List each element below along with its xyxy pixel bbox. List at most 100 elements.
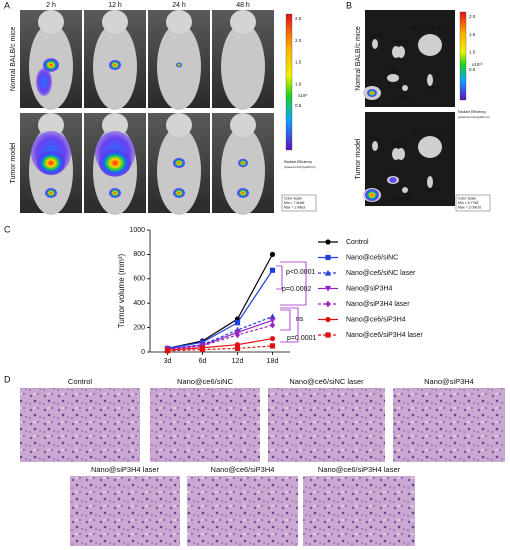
organ-label: Kidney bbox=[392, 39, 409, 45]
scale-box bbox=[455, 194, 491, 212]
row-label: Nomral BALB/c mice bbox=[10, 27, 17, 92]
image-label: Nano@siP3H4 laser bbox=[91, 465, 160, 474]
scale-text: Min = 6.77e8 bbox=[458, 201, 478, 205]
image-label: Nano@ce6/siP3H4 laser bbox=[318, 465, 401, 474]
scale-text: Max = 2.48e9 bbox=[284, 205, 305, 209]
image-label: Nano@ce6/siNC bbox=[177, 377, 234, 386]
y-tick-label: 600 bbox=[133, 276, 145, 283]
x-tick-label: 12d bbox=[232, 358, 244, 365]
marker bbox=[269, 321, 276, 329]
organ bbox=[387, 74, 399, 82]
colorbar-tick: 1.5 bbox=[469, 32, 476, 37]
legend-label: Control bbox=[346, 239, 369, 246]
organ-label: Lung bbox=[386, 169, 398, 175]
bracket bbox=[280, 261, 307, 306]
organ-label: Liver bbox=[367, 99, 379, 105]
panel-letter: A bbox=[4, 0, 10, 10]
mouse-head bbox=[166, 10, 192, 34]
colorbar-unit: x10⁸ bbox=[298, 93, 307, 98]
signal bbox=[43, 58, 59, 72]
mouse-head bbox=[102, 113, 128, 137]
image-label: Nano@siP3H4 bbox=[424, 377, 474, 386]
organ-label: Heart bbox=[369, 135, 383, 141]
row-label: Tumor model bbox=[10, 142, 17, 183]
scale-text: Color Scale bbox=[458, 196, 476, 200]
signal bbox=[389, 177, 397, 183]
signal bbox=[109, 59, 121, 71]
mouse-body bbox=[221, 23, 265, 110]
organ-label: Liver bbox=[367, 201, 379, 207]
panel-letter: D bbox=[4, 374, 11, 384]
histology-image bbox=[187, 476, 298, 546]
legend-label: Nano@ce6/siP3H4 laser bbox=[346, 332, 423, 339]
legend-label: Nano@siP3H4 bbox=[346, 285, 393, 292]
marker bbox=[325, 316, 331, 323]
colorbar-tick: 2.0 bbox=[295, 38, 302, 43]
x-tick-label: 18d bbox=[267, 358, 279, 365]
signal bbox=[365, 189, 379, 201]
marker bbox=[269, 343, 276, 349]
signal bbox=[37, 151, 65, 175]
organ bbox=[427, 74, 433, 86]
organ-label: Heart bbox=[369, 33, 383, 39]
marker bbox=[325, 239, 331, 245]
bracket bbox=[280, 309, 291, 331]
mouse-head bbox=[102, 10, 128, 34]
layout bbox=[276, 261, 307, 343]
mouse-head bbox=[38, 10, 64, 34]
marker bbox=[269, 317, 276, 324]
colorbar-unit: x10¹⁰ bbox=[472, 62, 483, 67]
column-header: 48 h bbox=[236, 2, 250, 9]
signal bbox=[237, 188, 249, 198]
column-header: 24 h bbox=[172, 2, 186, 9]
legend-label: Nano@ce6/siNC laser bbox=[346, 270, 416, 277]
marker bbox=[325, 332, 331, 338]
colorbar-label: Radiant Efficiency bbox=[458, 110, 486, 114]
scale-box bbox=[281, 194, 317, 212]
column-header: 12 h bbox=[108, 2, 122, 9]
marker bbox=[199, 346, 206, 353]
organ-label: Spleen bbox=[425, 187, 442, 193]
bracket bbox=[280, 307, 299, 343]
signal bbox=[173, 157, 185, 169]
legend-label: Nano@ce6/siNC bbox=[346, 254, 398, 261]
annotation: p=0.0002 bbox=[282, 286, 311, 293]
colorbar bbox=[285, 13, 293, 151]
y-tick-label: 800 bbox=[133, 251, 145, 258]
colorbar-tick: 1.5 bbox=[295, 60, 302, 65]
organ-label: Small intestine bbox=[412, 26, 448, 32]
y-tick-label: 1000 bbox=[129, 227, 145, 234]
marker bbox=[164, 348, 171, 354]
histology-image bbox=[393, 388, 505, 462]
x-tick-label: 6d bbox=[199, 358, 207, 365]
mouse-head bbox=[230, 10, 256, 34]
marker bbox=[324, 269, 332, 276]
marker bbox=[269, 251, 276, 257]
colorbar-label: (p/sec/cm²/sr)/(µW/cm²) bbox=[284, 165, 316, 169]
y-axis-label: Tumor volume (mm³) bbox=[117, 253, 126, 328]
histology-image bbox=[70, 476, 180, 546]
histology-image bbox=[20, 388, 140, 462]
organ-label: Bladder bbox=[395, 196, 414, 202]
colorbar bbox=[459, 11, 467, 101]
panel-letter: B bbox=[346, 0, 352, 10]
organ bbox=[418, 34, 442, 56]
colorbar-tick: 1.0 bbox=[295, 81, 302, 86]
row-label: Nomral BALB/c mice bbox=[355, 26, 362, 91]
colorbar-tick: 0.5 bbox=[469, 67, 476, 72]
panel-letter: C bbox=[4, 224, 11, 234]
organ-label: Lung bbox=[386, 67, 398, 73]
organ-label: Bladder bbox=[395, 94, 414, 100]
image-label: Nano@ce6/siP3H4 bbox=[211, 465, 275, 474]
scale-text: Max = 2.09e10 bbox=[458, 205, 481, 209]
image-bg bbox=[365, 112, 455, 206]
marker bbox=[234, 345, 241, 351]
organ bbox=[418, 136, 442, 158]
histology-image bbox=[303, 476, 415, 546]
series-line bbox=[167, 319, 273, 350]
x-tick-label: 3d bbox=[164, 358, 172, 365]
signal bbox=[238, 158, 248, 168]
series-line bbox=[167, 269, 273, 349]
y-tick-label: 200 bbox=[133, 324, 145, 331]
signal bbox=[367, 89, 377, 97]
